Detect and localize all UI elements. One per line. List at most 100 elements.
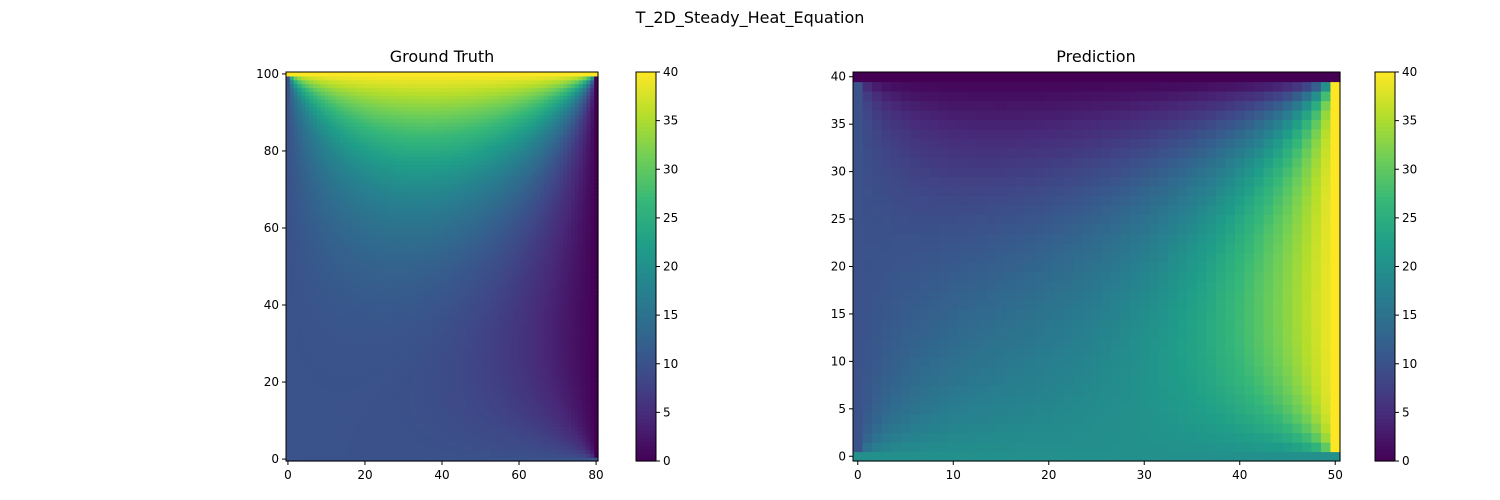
heatmap-cell bbox=[293, 260, 299, 266]
heatmap-cell bbox=[374, 330, 380, 335]
heatmap-cell bbox=[524, 229, 530, 235]
heatmap-cell bbox=[386, 457, 391, 462]
heatmap-cell bbox=[359, 310, 364, 316]
heatmap-cell bbox=[455, 434, 460, 439]
heatmap-cell bbox=[547, 272, 553, 277]
heatmap-cell bbox=[374, 337, 380, 343]
heatmap-cell bbox=[586, 449, 591, 454]
heatmap-cell bbox=[517, 441, 522, 447]
heatmap-cell bbox=[401, 276, 407, 281]
heatmap-cell bbox=[305, 264, 310, 270]
heatmap-cell bbox=[328, 310, 333, 316]
heatmap-cell bbox=[486, 387, 491, 393]
heatmap-cell bbox=[413, 445, 418, 451]
heatmap-cell bbox=[432, 418, 437, 424]
heatmap-cell bbox=[509, 279, 514, 285]
heatmap-cell bbox=[463, 233, 468, 239]
heatmap-cell bbox=[424, 237, 430, 243]
heatmap-cell bbox=[520, 237, 526, 243]
heatmap-cell bbox=[359, 357, 364, 362]
heatmap-cell bbox=[393, 434, 399, 439]
heatmap-cell bbox=[416, 449, 422, 454]
heatmap-cell bbox=[316, 291, 322, 296]
heatmap-cell bbox=[397, 368, 403, 374]
heatmap-cell bbox=[390, 372, 395, 377]
heatmap-cell bbox=[478, 333, 484, 339]
heatmap-cell bbox=[540, 437, 545, 443]
heatmap-cell bbox=[405, 295, 410, 300]
heatmap-cell bbox=[309, 410, 314, 416]
heatmap-cell bbox=[366, 264, 372, 270]
heatmap-cell bbox=[378, 249, 383, 254]
heatmap-cell bbox=[532, 349, 537, 354]
heatmap-cell bbox=[494, 407, 499, 412]
heatmap-cell bbox=[551, 326, 557, 331]
heatmap-cell bbox=[540, 245, 545, 250]
heatmap-cell bbox=[451, 434, 457, 439]
heatmap-cell bbox=[536, 441, 541, 447]
heatmap-cell bbox=[301, 287, 306, 293]
heatmap-cell bbox=[397, 349, 403, 354]
heatmap-cell bbox=[555, 457, 561, 462]
heatmap-cell bbox=[578, 237, 584, 243]
heatmap-cell bbox=[578, 260, 584, 266]
heatmap-cell bbox=[490, 233, 495, 239]
heatmap-cell bbox=[413, 241, 418, 246]
heatmap-cell bbox=[297, 253, 303, 258]
heatmap-cell bbox=[497, 330, 503, 335]
heatmap-cell bbox=[494, 283, 499, 289]
heatmap-cell bbox=[332, 457, 337, 462]
heatmap-cell bbox=[567, 441, 572, 447]
heatmap-cell bbox=[393, 441, 399, 447]
heatmap-cell bbox=[301, 434, 306, 439]
heatmap-cell bbox=[436, 407, 441, 412]
heatmap-cell bbox=[447, 387, 453, 393]
heatmap-cell bbox=[517, 299, 522, 304]
heatmap-cell bbox=[393, 353, 399, 358]
heatmap-cell bbox=[505, 345, 511, 350]
heatmap-cell bbox=[451, 268, 457, 273]
heatmap-cell bbox=[432, 376, 437, 381]
heatmap-cell bbox=[497, 364, 503, 370]
heatmap-cell bbox=[355, 264, 360, 270]
heatmap-cell bbox=[536, 337, 541, 343]
heatmap-cell bbox=[316, 276, 322, 281]
heatmap-cell bbox=[517, 353, 522, 358]
heatmap-cell bbox=[505, 237, 511, 243]
heatmap-cell bbox=[382, 380, 387, 385]
heatmap-cell bbox=[467, 237, 472, 243]
heatmap-cell bbox=[586, 256, 591, 262]
heatmap-cell bbox=[505, 326, 511, 331]
heatmap-cell bbox=[363, 326, 368, 331]
heatmap-cell bbox=[440, 245, 445, 250]
heatmap-cell bbox=[347, 291, 353, 296]
heatmap-cell bbox=[467, 314, 472, 320]
heatmap-cell bbox=[309, 353, 314, 358]
heatmap-cell bbox=[490, 414, 495, 420]
heatmap-cell bbox=[467, 233, 472, 239]
heatmap-cell bbox=[551, 437, 557, 443]
heatmap-cell bbox=[289, 245, 295, 250]
heatmap-cell bbox=[289, 391, 295, 397]
heatmap-cell bbox=[544, 330, 549, 335]
heatmap-cell bbox=[563, 407, 568, 412]
heatmap-cell bbox=[374, 264, 380, 270]
heatmap-cell bbox=[328, 314, 333, 320]
heatmap-cell bbox=[378, 360, 383, 366]
heatmap-cell bbox=[416, 272, 422, 277]
heatmap-cell bbox=[536, 256, 541, 262]
heatmap-cell bbox=[336, 376, 341, 381]
heatmap-cell bbox=[332, 341, 337, 347]
heatmap-cell bbox=[382, 441, 387, 447]
heatmap-cell bbox=[536, 380, 541, 385]
heatmap-cell bbox=[363, 357, 368, 362]
heatmap-cell bbox=[490, 445, 495, 451]
heatmap-cell bbox=[536, 283, 541, 289]
heatmap-cell bbox=[459, 256, 464, 262]
heatmap-cell bbox=[320, 380, 326, 385]
heatmap-cell bbox=[544, 453, 549, 458]
heatmap-cell bbox=[363, 322, 368, 327]
heatmap-cell bbox=[505, 399, 511, 404]
heatmap-cell bbox=[416, 330, 422, 335]
heatmap-cell bbox=[555, 233, 561, 239]
